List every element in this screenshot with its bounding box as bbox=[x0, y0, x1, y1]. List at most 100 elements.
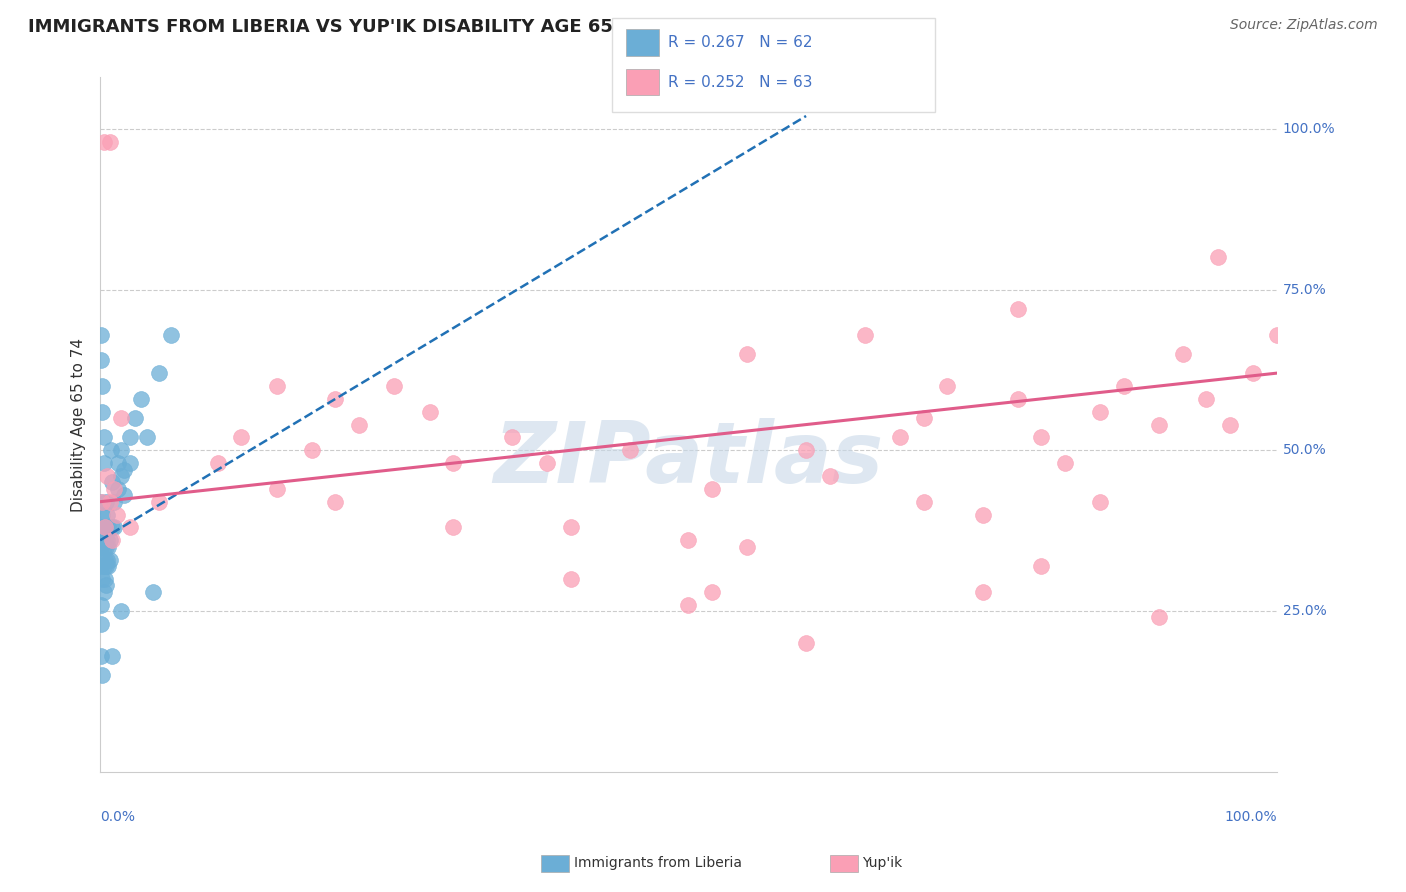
Point bbox=[124, 411, 146, 425]
Point bbox=[1147, 610, 1170, 624]
Point bbox=[96, 552, 118, 566]
Point bbox=[101, 648, 124, 663]
Point bbox=[912, 494, 935, 508]
Point bbox=[1031, 559, 1053, 574]
Point bbox=[110, 604, 132, 618]
Point bbox=[110, 469, 132, 483]
Point bbox=[96, 469, 118, 483]
Point bbox=[1171, 347, 1194, 361]
Point bbox=[972, 508, 994, 522]
Point bbox=[93, 456, 115, 470]
Point bbox=[105, 508, 128, 522]
Point bbox=[619, 443, 641, 458]
Point bbox=[136, 430, 159, 444]
Point bbox=[1031, 430, 1053, 444]
Point bbox=[1090, 494, 1112, 508]
Point bbox=[94, 559, 117, 574]
Point bbox=[90, 616, 112, 631]
Point bbox=[90, 494, 112, 508]
Point bbox=[91, 379, 114, 393]
Text: 0.0%: 0.0% bbox=[100, 810, 135, 824]
Point bbox=[560, 520, 582, 534]
Text: IMMIGRANTS FROM LIBERIA VS YUP'IK DISABILITY AGE 65 TO 74 CORRELATION CHART: IMMIGRANTS FROM LIBERIA VS YUP'IK DISABI… bbox=[28, 18, 900, 36]
Point bbox=[112, 488, 135, 502]
Point bbox=[91, 405, 114, 419]
Point bbox=[301, 443, 323, 458]
Point bbox=[1007, 301, 1029, 316]
Point bbox=[94, 520, 117, 534]
Point bbox=[97, 540, 120, 554]
Point bbox=[1206, 251, 1229, 265]
Point bbox=[735, 347, 758, 361]
Point bbox=[1007, 392, 1029, 406]
Text: Yup'ik: Yup'ik bbox=[862, 856, 903, 871]
Point bbox=[1112, 379, 1135, 393]
Point bbox=[91, 572, 114, 586]
Point bbox=[91, 508, 114, 522]
Text: 75.0%: 75.0% bbox=[1282, 283, 1326, 296]
Point bbox=[91, 552, 114, 566]
Point bbox=[90, 540, 112, 554]
Point bbox=[118, 456, 141, 470]
Point bbox=[90, 559, 112, 574]
Point bbox=[103, 482, 125, 496]
Point bbox=[325, 494, 347, 508]
Point bbox=[98, 494, 121, 508]
Point bbox=[93, 540, 115, 554]
Point bbox=[98, 533, 121, 548]
Point bbox=[1090, 405, 1112, 419]
Point bbox=[700, 482, 723, 496]
Point bbox=[96, 533, 118, 548]
Text: 100.0%: 100.0% bbox=[1282, 122, 1336, 136]
Point bbox=[1241, 366, 1264, 380]
Point bbox=[1147, 417, 1170, 432]
Point bbox=[90, 520, 112, 534]
Point bbox=[93, 135, 115, 149]
Point bbox=[91, 533, 114, 548]
Y-axis label: Disability Age 65 to 74: Disability Age 65 to 74 bbox=[72, 337, 86, 512]
Point bbox=[912, 411, 935, 425]
Text: R = 0.267   N = 62: R = 0.267 N = 62 bbox=[668, 36, 813, 50]
Point bbox=[100, 443, 122, 458]
Point bbox=[419, 405, 441, 419]
Point bbox=[818, 469, 841, 483]
Point bbox=[889, 430, 911, 444]
Point bbox=[560, 572, 582, 586]
Point bbox=[90, 598, 112, 612]
Point bbox=[853, 327, 876, 342]
Point bbox=[441, 520, 464, 534]
Point bbox=[794, 443, 817, 458]
Point bbox=[94, 578, 117, 592]
Point bbox=[103, 520, 125, 534]
Point bbox=[1219, 417, 1241, 432]
Point bbox=[96, 508, 118, 522]
Point bbox=[142, 584, 165, 599]
Point bbox=[936, 379, 959, 393]
Text: ZIPatlas: ZIPatlas bbox=[494, 417, 883, 500]
Point bbox=[93, 584, 115, 599]
Point bbox=[101, 475, 124, 490]
Point bbox=[94, 552, 117, 566]
Point bbox=[90, 648, 112, 663]
Point bbox=[107, 456, 129, 470]
Point bbox=[94, 540, 117, 554]
Point bbox=[91, 494, 114, 508]
Point bbox=[972, 584, 994, 599]
Point bbox=[735, 540, 758, 554]
Text: Source: ZipAtlas.com: Source: ZipAtlas.com bbox=[1230, 18, 1378, 32]
Point bbox=[101, 533, 124, 548]
Point bbox=[231, 430, 253, 444]
Point bbox=[382, 379, 405, 393]
Text: Immigrants from Liberia: Immigrants from Liberia bbox=[574, 856, 741, 871]
Point bbox=[98, 135, 121, 149]
Text: 50.0%: 50.0% bbox=[1282, 443, 1326, 458]
Point bbox=[159, 327, 181, 342]
Point bbox=[91, 668, 114, 682]
Point bbox=[1195, 392, 1218, 406]
Point bbox=[94, 572, 117, 586]
Point bbox=[90, 327, 112, 342]
Point bbox=[207, 456, 229, 470]
Point bbox=[700, 584, 723, 599]
Point bbox=[103, 494, 125, 508]
Text: 25.0%: 25.0% bbox=[1282, 604, 1326, 618]
